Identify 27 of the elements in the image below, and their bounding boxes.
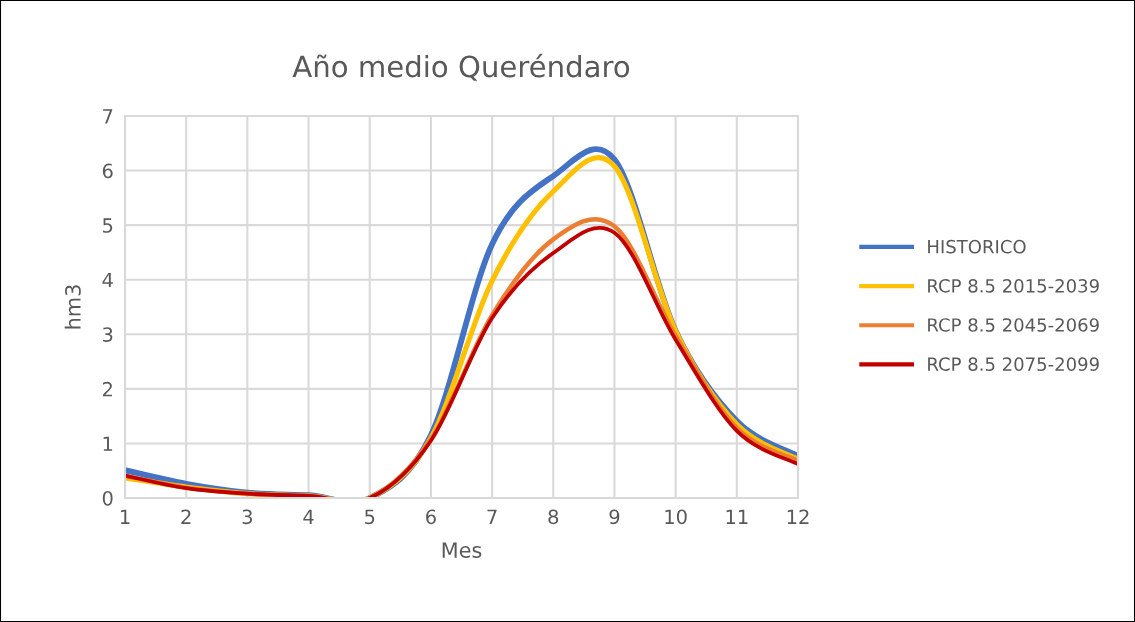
x-tick-label: 4 [303,509,314,524]
x-tick-label: 2 [181,509,191,524]
legend-label: HISTORICO [928,239,1026,254]
x-axis-title: Mes [442,542,482,558]
y-tick-label: 0 [102,490,113,506]
y-tick-label: 3 [103,327,113,342]
y-tick-label: 4 [102,272,113,288]
x-tick-label: 6 [426,509,436,525]
legend-label: RCP 8.5 2075-2099 [928,357,1099,371]
y-tick-label: 5 [103,218,113,233]
legend-label: RCP 8.5 2015-2039 [928,279,1099,293]
chart-title: Año medio Queréndaro [292,53,630,81]
legend-label: RCP 8.5 2045-2069 [928,318,1099,332]
x-tick-label: 8 [548,509,559,525]
x-tick-label: 10 [665,509,687,525]
y-tick-label: 7 [103,109,113,124]
x-tick-label: 3 [242,509,252,525]
x-tick-label: 7 [487,509,497,524]
y-tick-label: 1 [103,436,113,451]
x-tick-label: 11 [726,509,748,524]
y-tick-label: 6 [102,163,113,179]
x-tick-label: 9 [609,509,620,525]
x-tick-label: 5 [365,509,375,525]
x-tick-label: 12 [787,509,809,524]
x-tick-label: 1 [120,509,130,524]
y-axis-title: hm3 [64,285,81,329]
y-tick-label: 2 [102,381,112,397]
